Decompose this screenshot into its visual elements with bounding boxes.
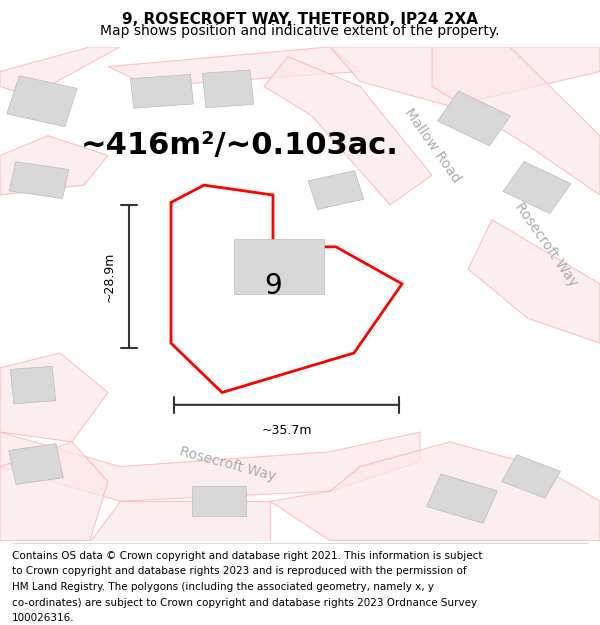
Text: 9, ROSECROFT WAY, THETFORD, IP24 2XA: 9, ROSECROFT WAY, THETFORD, IP24 2XA (122, 12, 478, 27)
Polygon shape (9, 444, 63, 484)
Polygon shape (171, 185, 402, 392)
Text: co-ordinates) are subject to Crown copyright and database rights 2023 Ordnance S: co-ordinates) are subject to Crown copyr… (12, 598, 477, 608)
Polygon shape (9, 162, 69, 199)
Polygon shape (437, 91, 511, 146)
Polygon shape (131, 74, 193, 108)
Text: Mallow Road: Mallow Road (401, 106, 463, 186)
Polygon shape (234, 239, 324, 294)
Text: Map shows position and indicative extent of the property.: Map shows position and indicative extent… (100, 24, 500, 39)
Text: ~28.9m: ~28.9m (103, 251, 116, 302)
Polygon shape (7, 76, 77, 127)
Polygon shape (330, 47, 600, 106)
Text: Rosecroft Way: Rosecroft Way (512, 200, 580, 289)
Text: 9: 9 (264, 272, 282, 301)
Polygon shape (108, 47, 360, 86)
Polygon shape (0, 47, 120, 96)
Text: 100026316.: 100026316. (12, 613, 74, 623)
Polygon shape (502, 454, 560, 498)
Polygon shape (468, 219, 600, 343)
Polygon shape (0, 353, 108, 442)
Polygon shape (0, 432, 420, 501)
Text: to Crown copyright and database rights 2023 and is reproduced with the permissio: to Crown copyright and database rights 2… (12, 566, 467, 576)
Text: ~416m²/~0.103ac.: ~416m²/~0.103ac. (81, 131, 399, 160)
Polygon shape (0, 136, 108, 195)
Text: Contains OS data © Crown copyright and database right 2021. This information is : Contains OS data © Crown copyright and d… (12, 551, 482, 561)
Polygon shape (192, 486, 246, 516)
Polygon shape (0, 442, 108, 541)
Text: Rosecroft Way: Rosecroft Way (178, 444, 278, 484)
Polygon shape (10, 366, 56, 404)
Polygon shape (90, 501, 270, 541)
Polygon shape (202, 70, 254, 108)
Polygon shape (503, 161, 571, 214)
Text: HM Land Registry. The polygons (including the associated geometry, namely x, y: HM Land Registry. The polygons (includin… (12, 582, 434, 592)
Polygon shape (308, 171, 364, 209)
Text: ~35.7m: ~35.7m (261, 424, 312, 437)
Polygon shape (427, 474, 497, 523)
Polygon shape (432, 47, 600, 195)
Polygon shape (264, 57, 432, 205)
Polygon shape (270, 442, 600, 541)
